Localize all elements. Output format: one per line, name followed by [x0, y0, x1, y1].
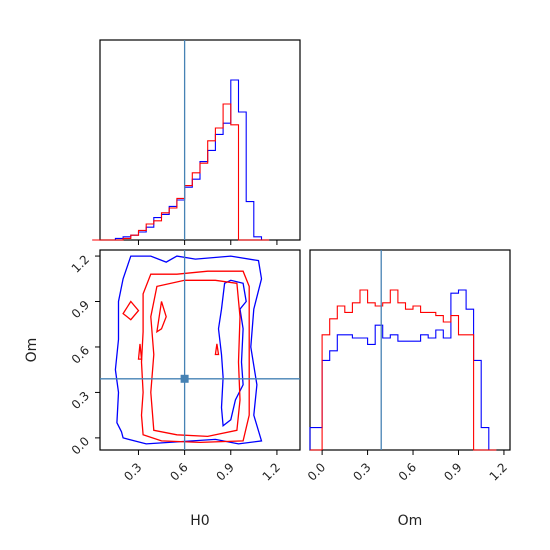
panel-scatter-h0-om — [99, 249, 301, 451]
contour-series-b-5 — [137, 343, 143, 360]
contour-series-b-2 — [156, 301, 167, 334]
contour-series-b-3 — [214, 343, 220, 356]
truth-marker — [180, 374, 189, 383]
panel-frame-hist-om — [309, 249, 511, 451]
contour-series-a-1 — [217, 279, 247, 428]
y-axis-title-om: Om — [24, 338, 40, 363]
contour-series-b-0 — [140, 270, 250, 444]
panel-frame-hist-h0 — [99, 39, 301, 241]
x-axis-title-h0: H0 — [190, 513, 209, 529]
contour-series-a-0 — [114, 255, 263, 445]
panel-hist-om — [309, 249, 511, 451]
contour-series-b-4 — [122, 300, 140, 321]
x-axis-title-om: Om — [398, 513, 423, 529]
hist-om-series-b — [310, 289, 497, 451]
panel-hist-h0 — [92, 39, 301, 241]
panel-frame-scatter — [99, 249, 301, 451]
hist-h0-series-b — [92, 103, 270, 241]
hist-om-series-a — [309, 289, 497, 451]
contour-series-b-1 — [150, 279, 241, 438]
